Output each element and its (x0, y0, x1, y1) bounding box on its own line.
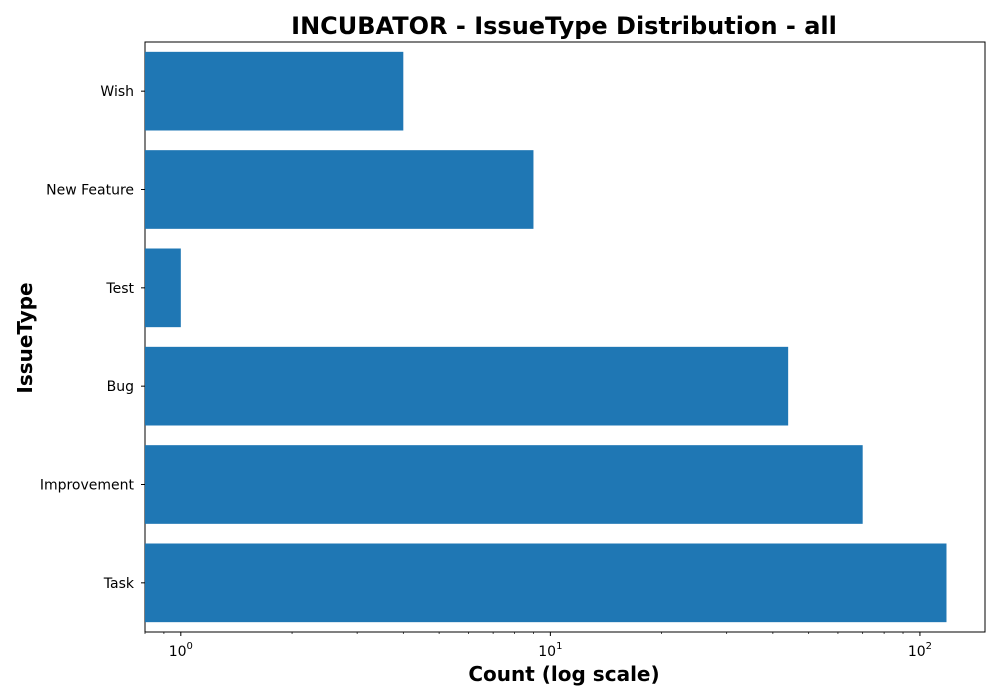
bar-improvement (145, 445, 863, 524)
x-tick-label: 101 (538, 641, 562, 660)
x-tick-label: 100 (169, 641, 193, 660)
chart-title: INCUBATOR - IssueType Distribution - all (291, 12, 837, 40)
x-tick-label: 102 (908, 641, 932, 660)
bar-bug (145, 346, 789, 426)
y-tick-label: Improvement (40, 478, 135, 494)
y-tick-label: Task (103, 576, 135, 592)
bars (145, 51, 947, 623)
y-tick-label: New Feature (46, 183, 134, 199)
y-tick-label: Test (105, 281, 134, 297)
bar-task (145, 543, 947, 623)
plot-frame (144, 41, 986, 633)
y-axis-ticks: Task Improvement Bug Test New Feature Wish (40, 84, 145, 592)
plot-area (144, 41, 986, 633)
bar-wish (145, 51, 404, 131)
x-axis-label: Count (log scale) (468, 662, 659, 686)
bar-test (145, 248, 181, 328)
x-axis-ticks: 100 101 102 (144, 632, 932, 660)
y-tick-label: Bug (107, 379, 134, 395)
y-tick-label: Wish (100, 84, 134, 100)
y-axis-label: IssueType (13, 282, 37, 393)
bar-new-feature (145, 150, 534, 229)
